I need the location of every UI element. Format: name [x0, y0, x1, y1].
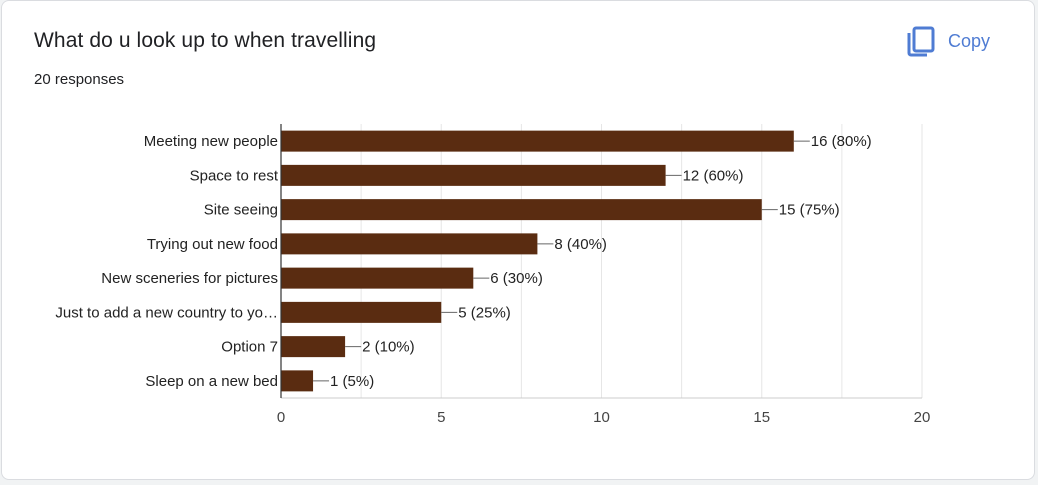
data-label: 16 (80%) — [811, 133, 872, 150]
bar — [281, 199, 762, 221]
x-tick-label: 5 — [437, 409, 445, 426]
bar — [281, 164, 666, 186]
x-tick-label: 20 — [914, 409, 931, 426]
data-label: 2 (10%) — [362, 339, 415, 356]
category-label: Meeting new people — [144, 133, 278, 150]
bar — [281, 130, 794, 152]
response-count: 20 responses — [34, 71, 125, 88]
bar — [281, 267, 474, 289]
category-label: Site seeing — [204, 202, 278, 219]
x-tick-label: 10 — [593, 409, 610, 426]
category-label: Just to add a new country to yo… — [55, 304, 278, 321]
data-label: 5 (25%) — [458, 304, 511, 321]
data-label: 6 (30%) — [490, 270, 543, 287]
data-label: 15 (75%) — [779, 202, 840, 219]
data-label: 12 (60%) — [683, 167, 744, 184]
copy-icon — [907, 26, 935, 57]
chart-bars — [281, 130, 794, 392]
category-label: Sleep on a new bed — [145, 373, 278, 390]
x-tick-label: 0 — [277, 409, 285, 426]
copy-button[interactable]: Copy — [906, 23, 990, 59]
data-label: 1 (5%) — [330, 373, 374, 390]
chart-labels: 0 5 10 15 20 Meeting new people 16 (80%) Space … — [55, 124, 930, 426]
x-tick-label: 15 — [753, 409, 770, 426]
copy-label: Copy — [948, 30, 991, 51]
bar — [281, 301, 442, 323]
bar — [281, 336, 346, 358]
category-label: Space to rest — [190, 167, 279, 184]
bar — [281, 370, 314, 392]
data-label: 8 (40%) — [554, 236, 607, 253]
category-label: Option 7 — [221, 339, 278, 356]
question-title: What do u look up to when travelling — [34, 29, 377, 52]
category-label: Trying out new food — [147, 236, 278, 253]
category-label: New sceneries for pictures — [101, 270, 278, 287]
bar — [281, 233, 538, 255]
